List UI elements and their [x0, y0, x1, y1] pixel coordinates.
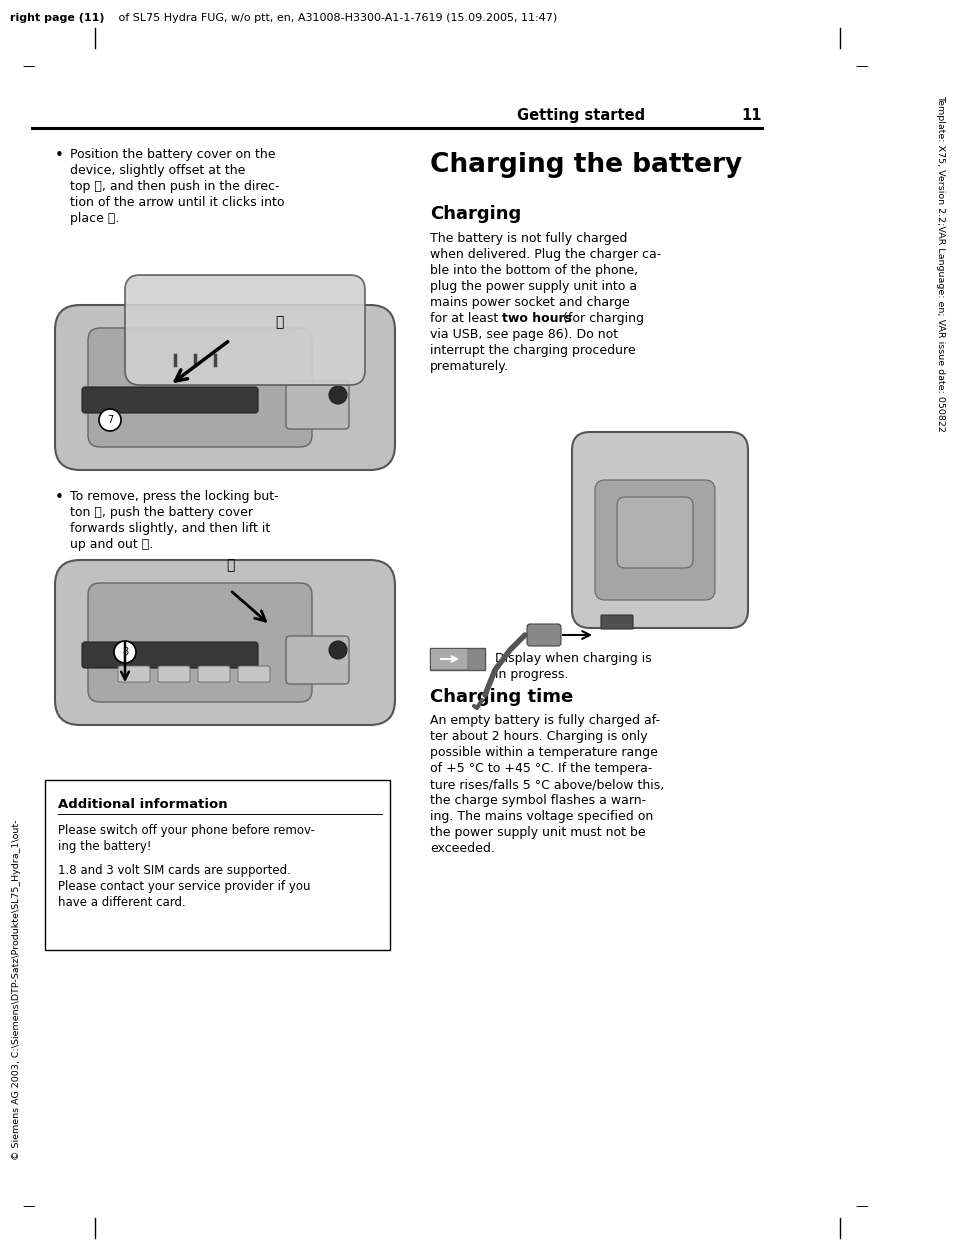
Circle shape: [99, 409, 121, 431]
Text: ⓕ: ⓕ: [274, 315, 283, 329]
Text: ⓘ: ⓘ: [226, 558, 233, 572]
Text: the charge symbol flashes a warn-: the charge symbol flashes a warn-: [430, 794, 645, 807]
Text: ing. The mains voltage specified on: ing. The mains voltage specified on: [430, 810, 653, 824]
Circle shape: [329, 386, 347, 404]
Text: have a different card.: have a different card.: [58, 896, 186, 910]
Text: —: —: [22, 60, 34, 74]
Text: The battery is not fully charged: The battery is not fully charged: [430, 232, 627, 245]
Text: tion of the arrow until it clicks into: tion of the arrow until it clicks into: [70, 196, 284, 209]
Text: ton ⓘ, push the battery cover: ton ⓘ, push the battery cover: [70, 506, 253, 520]
Text: 1.8 and 3 volt SIM cards are supported.: 1.8 and 3 volt SIM cards are supported.: [58, 863, 291, 877]
FancyBboxPatch shape: [237, 667, 270, 682]
Text: interrupt the charging procedure: interrupt the charging procedure: [430, 344, 635, 358]
FancyBboxPatch shape: [45, 780, 390, 949]
Text: To remove, press the locking but-: To remove, press the locking but-: [70, 490, 278, 503]
FancyBboxPatch shape: [286, 381, 349, 429]
FancyBboxPatch shape: [430, 648, 484, 670]
Text: when delivered. Plug the charger ca-: when delivered. Plug the charger ca-: [430, 248, 660, 260]
FancyBboxPatch shape: [198, 667, 230, 682]
Text: Position the battery cover on the: Position the battery cover on the: [70, 148, 275, 161]
Text: up and out ⓙ.: up and out ⓙ.: [70, 538, 153, 551]
Text: two hours: two hours: [501, 312, 572, 325]
Text: in progress.: in progress.: [495, 668, 568, 682]
Text: of SL75 Hydra FUG, w/o ptt, en, A31008-H3300-A1-1-7619 (15.09.2005, 11:47): of SL75 Hydra FUG, w/o ptt, en, A31008-H…: [115, 12, 557, 22]
FancyBboxPatch shape: [526, 624, 560, 645]
FancyBboxPatch shape: [617, 497, 692, 568]
Text: Charging the battery: Charging the battery: [430, 152, 741, 178]
Text: Charging: Charging: [430, 206, 520, 223]
Text: —: —: [22, 1200, 34, 1214]
Text: Display when charging is: Display when charging is: [495, 652, 651, 665]
FancyBboxPatch shape: [125, 275, 365, 385]
Text: for at least: for at least: [430, 312, 501, 325]
Text: 8: 8: [122, 647, 128, 657]
FancyBboxPatch shape: [82, 388, 257, 412]
FancyBboxPatch shape: [82, 642, 257, 668]
Text: Charging time: Charging time: [430, 688, 573, 706]
Text: the power supply unit must not be: the power supply unit must not be: [430, 826, 645, 839]
Text: possible within a temperature range: possible within a temperature range: [430, 746, 658, 759]
FancyBboxPatch shape: [431, 649, 467, 669]
Text: Additional information: Additional information: [58, 797, 228, 811]
Text: —: —: [854, 1200, 866, 1214]
Text: —: —: [854, 60, 866, 74]
Text: ble into the bottom of the phone,: ble into the bottom of the phone,: [430, 264, 638, 277]
Text: mains power socket and charge: mains power socket and charge: [430, 297, 629, 309]
Text: plug the power supply unit into a: plug the power supply unit into a: [430, 280, 637, 293]
Text: 7: 7: [107, 415, 113, 425]
Text: right page (11): right page (11): [10, 12, 105, 22]
Circle shape: [329, 640, 347, 659]
Text: •: •: [55, 490, 64, 505]
FancyBboxPatch shape: [158, 667, 190, 682]
Text: of +5 °C to +45 °C. If the tempera-: of +5 °C to +45 °C. If the tempera-: [430, 763, 652, 775]
Text: •: •: [55, 148, 64, 163]
FancyBboxPatch shape: [600, 616, 633, 629]
Text: Please switch off your phone before remov-: Please switch off your phone before remo…: [58, 824, 314, 837]
Text: Please contact your service provider if you: Please contact your service provider if …: [58, 880, 310, 893]
Circle shape: [113, 640, 136, 663]
Text: top ⓖ, and then push in the direc-: top ⓖ, and then push in the direc-: [70, 179, 279, 193]
FancyBboxPatch shape: [572, 432, 747, 628]
FancyBboxPatch shape: [55, 305, 395, 470]
Text: 11: 11: [740, 108, 761, 123]
FancyBboxPatch shape: [595, 480, 714, 601]
FancyBboxPatch shape: [55, 559, 395, 725]
Text: (for charging: (for charging: [558, 312, 643, 325]
FancyBboxPatch shape: [118, 667, 150, 682]
Text: An empty battery is fully charged af-: An empty battery is fully charged af-: [430, 714, 659, 726]
Text: ture rises/falls 5 °C above/below this,: ture rises/falls 5 °C above/below this,: [430, 778, 663, 791]
Text: device, slightly offset at the: device, slightly offset at the: [70, 164, 245, 177]
Text: ing the battery!: ing the battery!: [58, 840, 152, 854]
Text: ter about 2 hours. Charging is only: ter about 2 hours. Charging is only: [430, 730, 647, 743]
Text: forwards slightly, and then lift it: forwards slightly, and then lift it: [70, 522, 270, 535]
Text: Template: X75, Version 2.2;VAR Language: en; VAR issue date: 050822: Template: X75, Version 2.2;VAR Language:…: [935, 95, 944, 432]
Text: exceeded.: exceeded.: [430, 842, 495, 855]
Text: Getting started: Getting started: [517, 108, 644, 123]
FancyBboxPatch shape: [286, 635, 349, 684]
Text: prematurely.: prematurely.: [430, 360, 508, 373]
Text: via USB, see page 86). Do not: via USB, see page 86). Do not: [430, 328, 618, 341]
FancyBboxPatch shape: [88, 583, 312, 701]
FancyBboxPatch shape: [88, 328, 312, 447]
Text: place ⓗ.: place ⓗ.: [70, 212, 119, 226]
Text: © Siemens AG 2003, C:\Siemens\DTP-Satz\Produkte\SL75_Hydra_1\out-: © Siemens AG 2003, C:\Siemens\DTP-Satz\P…: [12, 820, 21, 1160]
